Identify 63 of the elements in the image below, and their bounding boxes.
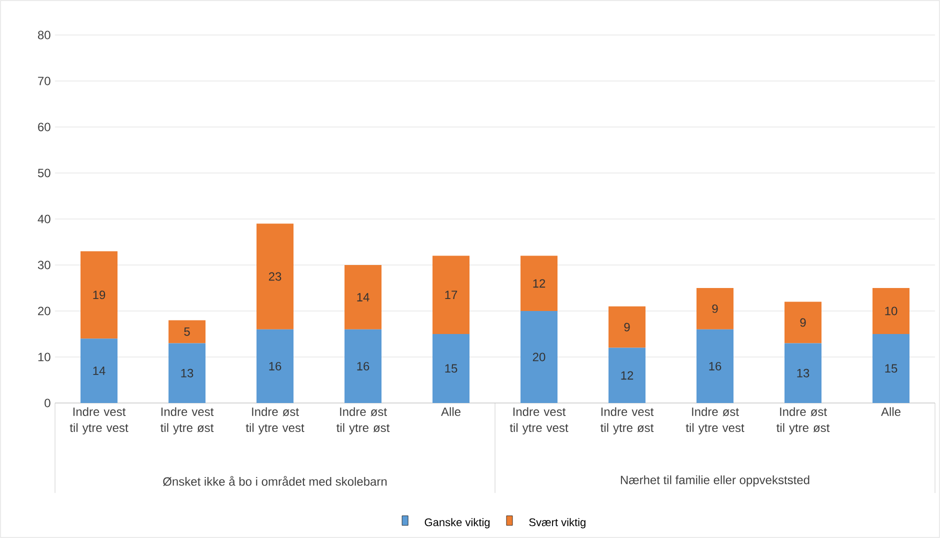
x-tick-label: Alle — [881, 407, 900, 416]
bar — [432, 334, 470, 403]
x-tick-label: Alle — [441, 407, 460, 416]
data-label: 15 — [885, 364, 898, 373]
data-label: 12 — [621, 371, 634, 380]
x-tick-label: Indre vest til ytre øst — [160, 407, 214, 434]
x-tick-label: Indre vest til ytre vest — [510, 407, 568, 434]
bar — [872, 288, 910, 334]
data-label: 5 — [184, 328, 190, 336]
data-label: 15 — [445, 364, 458, 373]
data-label: 16 — [269, 362, 282, 370]
data-label: 23 — [268, 272, 282, 281]
y-tick-label: 0 — [44, 398, 50, 408]
bar — [168, 320, 206, 344]
y-tick-label: 50 — [38, 168, 50, 178]
bar — [520, 256, 558, 311]
bar — [784, 343, 822, 403]
y-tick-label: 30 — [38, 260, 50, 270]
x-tick-label: Indre vest til ytre øst — [600, 407, 654, 434]
data-label: 13 — [797, 368, 810, 378]
bar — [256, 329, 294, 403]
bar — [696, 288, 734, 330]
bar — [872, 334, 910, 403]
x-tick-label: Indre øst til ytre øst — [776, 407, 830, 434]
data-label: 9 — [800, 318, 806, 327]
bar — [520, 310, 558, 403]
legend-label: Ganske viktig — [424, 518, 490, 528]
bar — [80, 338, 118, 403]
data-label: 9 — [712, 304, 718, 313]
bar — [696, 329, 734, 403]
data-label: 10 — [885, 306, 898, 316]
data-label: 20 — [532, 352, 546, 362]
y-tick-label: 80 — [38, 30, 50, 40]
bar — [80, 251, 118, 339]
bar — [432, 256, 470, 334]
data-label: 16 — [357, 362, 370, 370]
y-tick-label: 20 — [38, 306, 50, 316]
y-tick-label: 10 — [38, 352, 50, 362]
data-label: 12 — [533, 279, 546, 288]
y-tick-label: 60 — [38, 122, 50, 132]
x-tick-label: Indre vest til ytre vest — [70, 407, 128, 434]
bar — [168, 343, 206, 403]
data-label: 16 — [709, 362, 722, 370]
data-label: 19 — [93, 290, 106, 300]
bar — [608, 306, 646, 348]
text: Ønsket ikke å bo i området med skolebarn — [163, 476, 387, 486]
data-label: 9 — [624, 322, 630, 332]
data-label: 13 — [181, 368, 194, 378]
bar — [344, 264, 382, 330]
x-tick-label: Indre øst til ytre vest — [246, 407, 304, 434]
data-label: 14 — [357, 293, 370, 302]
y-tick-label: 70 — [38, 76, 50, 86]
text: Nærhet til familie eller oppvekststed — [620, 475, 810, 487]
bar — [256, 224, 294, 330]
legend-label: Svært viktig — [529, 518, 586, 528]
bar — [784, 302, 822, 344]
y-tick-label: 40 — [38, 214, 50, 224]
x-tick-label: Indre øst til ytre øst — [336, 407, 390, 434]
bar — [344, 329, 382, 403]
data-label: 17 — [445, 290, 458, 300]
bar — [608, 348, 646, 403]
data-label: 14 — [93, 366, 106, 375]
x-tick-label: Indre øst til ytre vest — [686, 407, 744, 434]
